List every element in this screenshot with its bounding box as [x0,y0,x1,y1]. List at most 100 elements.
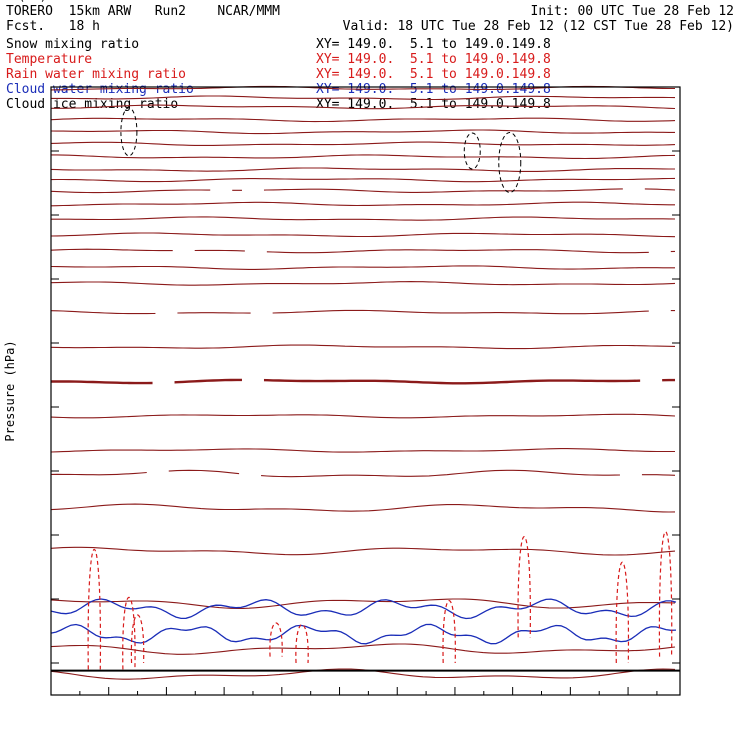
isotherm-line [50,265,675,270]
temperature-contour-label: -30 [0,0,10,3]
value-annotation: .03487 [0,0,36,3]
temperature-contour-label: -20 [0,0,10,3]
high-marker: H [0,0,6,3]
isotherm-line [50,413,676,419]
xy-cloud-water: XY= 149.0. 5.1 to 149.0.149.8 [316,82,551,97]
contour-label-bg [648,303,671,315]
y-axis-label: Pressure (hPa) [3,340,17,441]
value-annotation: .364483 [0,0,42,3]
high-marker: H [0,0,6,3]
isotherm-line [50,177,676,183]
contour-label-bg [172,246,195,258]
rain-water-contour [269,622,283,657]
high-marker: H [0,0,6,3]
high-marker: H [0,0,6,3]
isotherm-line [50,167,675,172]
value-annotation: .0008 [0,0,30,3]
rain-water-contour [442,599,456,664]
x-tick-label: 0 [0,0,3,3]
high-marker: H [0,0,6,3]
cloud-ice-contour [463,132,481,170]
contour-label-bg [622,184,645,196]
xy-snow: XY= 149.0. 5.1 to 149.0.149.8 [316,37,551,52]
value-annotation: .001 [0,0,24,3]
x-axis-label: Distance (km) [0,0,47,3]
high-marker: H [0,0,6,3]
isotherm-line [50,643,676,655]
value-annotation: .0134 [0,0,30,3]
temperature-contour-label: 10 [0,0,7,3]
temperature-contour-label: 10 [0,0,7,3]
isotherm-line [50,248,676,254]
rain-water-contour [130,614,145,664]
isotherm-line [50,309,675,315]
north-label: N [0,0,4,3]
high-marker: H [0,0,6,3]
contour-label-bg [146,468,169,480]
temperature-contour-label: -10 [0,0,10,3]
isotherm-line [50,281,676,286]
plot-frame [50,86,681,696]
isotherm-line [50,129,675,135]
high-marker: H [0,0,6,3]
value-annotation: .00124 [0,0,36,3]
contour-label-bg [640,374,663,386]
value-annotation: .242258 [0,0,42,3]
high-marker: H [0,0,6,3]
isotherm-line [50,201,675,207]
legend-rain: Rain water mixing ratio [6,67,187,82]
x-tick-label: 800 [0,0,10,3]
contour-label-bg [241,376,264,388]
isotherm-line [50,503,676,513]
x-tick-label: 200 [0,0,10,3]
high-marker: H [0,0,6,3]
value-annotation: .001 [0,0,24,3]
temperature-contour-label: 10 [0,0,7,3]
legend-snow: Snow mixing ratio [6,37,140,52]
value-annotation: .79768 [0,0,36,3]
temperature-contour-label: -10 [0,0,10,3]
isotherm-line [51,378,675,385]
temperature-contour-label: 0 [0,0,3,3]
value-annotation: .271321 [0,0,42,3]
isotherm-line [51,104,676,110]
isotherm-line [51,216,676,221]
contour-label-bg [210,184,233,196]
value-annotation: .0147 [0,0,30,3]
contour-label-bg [155,306,178,318]
south-label: S [0,0,4,3]
isotherm-line [50,598,676,609]
rain-water-contour [122,597,136,670]
isotherm-line [50,232,676,238]
low-marker: L [0,0,6,3]
high-marker: H [0,0,6,3]
contour-label-bg [152,376,175,388]
x-tick-label: 1000 [0,0,13,3]
value-annotation: .00052 [0,0,36,3]
value-annotation: .001 [0,0,24,3]
rain-water-contour [295,624,309,664]
temperature-contour-label: -20 [0,0,10,3]
rain-water-contour [87,549,102,670]
temperature-contour-label: -30 [0,0,10,3]
isotherm-line [50,117,676,123]
value-annotation: .00143 [0,0,36,3]
contour-label-bg [239,468,262,480]
value-annotation: .00592 [0,0,36,3]
value-annotation: .36596 [0,0,36,3]
temperature-contour-label: -10 [0,0,10,3]
high-marker: H [0,0,6,3]
xy-rain: XY= 149.0. 5.1 to 149.0.149.8 [316,67,551,82]
value-annotation: .001 [0,0,24,3]
cloud-water-contour [50,623,677,645]
x-tick-label: 1400 [0,0,13,3]
high-marker: H [0,0,6,3]
value-annotation: .0223 [0,0,30,3]
rain-water-contour [517,536,531,638]
contour-label-bg [619,465,642,476]
high-marker: H [0,0,6,3]
contour-label-bg [244,246,267,258]
low-marker: L [0,0,6,3]
x-tick-label: 400 [0,0,10,3]
